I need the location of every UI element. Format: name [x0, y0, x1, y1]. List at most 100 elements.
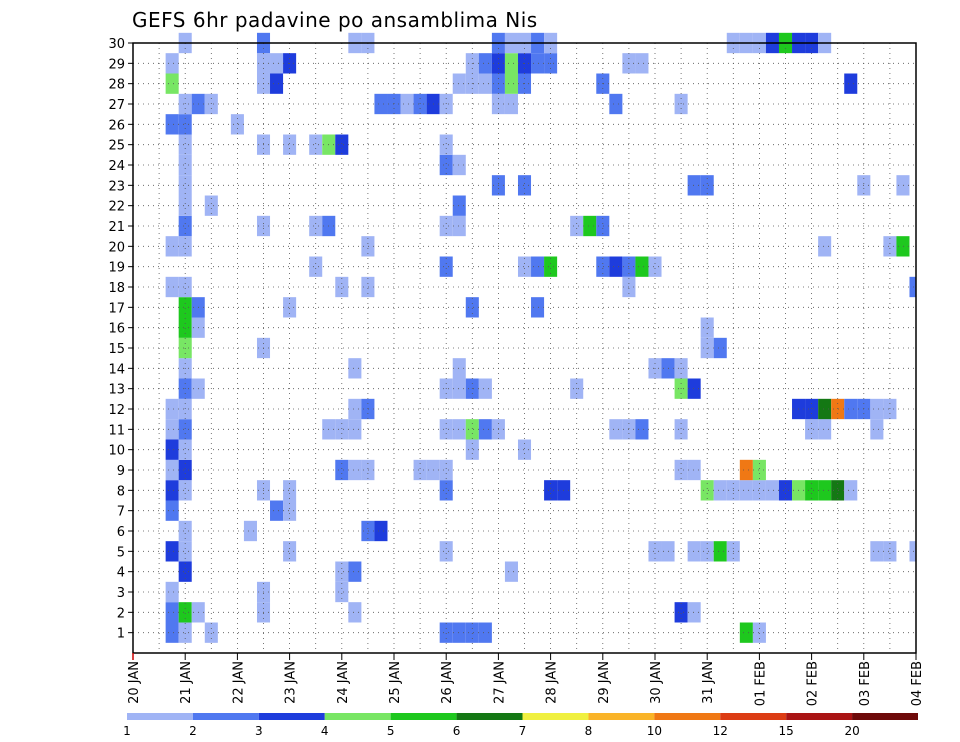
cell-mark: [465, 622, 479, 643]
cell-mark: [635, 419, 649, 440]
y-tick-label: 28: [108, 78, 125, 93]
y-tick-label: 24: [108, 159, 125, 174]
cell-mark: [335, 561, 349, 582]
cell-mark: [178, 215, 192, 237]
cell-mark: [439, 256, 453, 277]
cell-mark: [674, 459, 688, 481]
y-tick-label: 7: [117, 505, 125, 520]
cell-mark: [504, 73, 518, 94]
cell-mark: [635, 256, 649, 277]
cell-mark: [818, 236, 832, 257]
cell-mark: [465, 419, 479, 440]
cell-mark: [178, 276, 192, 298]
legend: 1 2 3 4 5 6 7 8 10 12 15 20: [123, 713, 918, 738]
cell-mark: [335, 581, 349, 603]
cell-mark: [439, 134, 453, 155]
legend-label: 12: [713, 724, 728, 738]
legend-swatch: [127, 713, 193, 720]
cell-mark: [831, 480, 845, 501]
cell-mark: [165, 439, 179, 460]
cell-mark: [478, 622, 492, 643]
cell-mark: [270, 500, 284, 521]
cell-mark: [452, 215, 466, 237]
cell-mark: [752, 480, 766, 501]
cell-mark: [178, 317, 192, 338]
legend-swatch: [852, 713, 918, 720]
cell-mark: [165, 419, 179, 440]
y-tick-label: 19: [108, 261, 125, 276]
legend-label: 2: [189, 724, 197, 738]
legend-label: 15: [779, 724, 794, 738]
cell-mark: [870, 398, 884, 420]
cell-mark: [204, 622, 218, 643]
cell-mark: [739, 622, 753, 643]
cell-mark: [452, 73, 466, 94]
cell-mark: [465, 439, 479, 460]
cell-mark: [178, 480, 192, 501]
cell-mark: [439, 215, 453, 237]
x-tick-label: 29 JAN: [597, 661, 612, 704]
cell-mark: [648, 256, 662, 277]
cell-mark: [765, 480, 779, 501]
y-tick-label: 9: [117, 464, 125, 479]
x-tick-label: 03 FEB: [858, 661, 873, 706]
cell-mark: [178, 541, 192, 562]
y-tick-label: 20: [108, 240, 125, 255]
cell-mark: [165, 73, 179, 94]
cell-mark: [178, 622, 192, 643]
legend-swatch: [522, 713, 589, 720]
y-tick-label: 14: [108, 362, 125, 377]
cell-mark: [452, 195, 466, 216]
chart-title: GEFS 6hr padavine po ansamblima Nis: [132, 8, 538, 32]
cell-mark: [361, 236, 375, 257]
cell-mark: [478, 419, 492, 440]
cell-mark: [178, 236, 192, 257]
cell-mark: [178, 195, 192, 216]
cell-mark: [478, 53, 492, 74]
y-tick-label: 17: [108, 301, 125, 316]
cell-mark: [713, 337, 727, 359]
cell-mark: [452, 622, 466, 643]
x-axis: 20 JAN 21 JAN 22 JAN 23 JAN 24 JAN 25 JAN 26 J…: [127, 653, 925, 706]
cell-mark: [165, 236, 179, 257]
cell-mark: [283, 541, 297, 562]
cell-mark: [335, 276, 349, 298]
cell-mark: [739, 480, 753, 501]
cell-mark: [504, 561, 518, 582]
y-tick-label: 6: [117, 525, 125, 540]
legend-swatch: [654, 713, 721, 720]
cell-mark: [165, 602, 179, 623]
x-tick-label: 23 JAN: [284, 661, 299, 704]
cell-mark: [165, 276, 179, 298]
cell-mark: [165, 480, 179, 501]
legend-swatch: [786, 713, 853, 720]
y-tick-label: 13: [108, 383, 125, 398]
legend-swatch: [258, 713, 325, 720]
cell-mark: [544, 480, 558, 501]
y-tick-label: 27: [108, 98, 125, 113]
cell-mark: [896, 236, 910, 257]
cell-mark: [583, 215, 597, 237]
cell-mark: [531, 53, 545, 74]
cell-mark: [739, 459, 753, 481]
cell-mark: [309, 256, 323, 277]
cell-mark: [178, 114, 192, 135]
cell-mark: [674, 602, 688, 623]
y-tick-label: 4: [117, 566, 125, 581]
cell-mark: [752, 622, 766, 643]
cell-mark: [178, 520, 192, 542]
cell-mark: [270, 53, 284, 74]
cell-mark: [635, 53, 649, 74]
cell-mark: [465, 297, 479, 318]
legend-label: 1: [123, 724, 131, 738]
cell-mark: [309, 134, 323, 155]
cell-mark: [478, 378, 492, 399]
cell-mark: [870, 419, 884, 440]
cell-mark: [348, 419, 362, 440]
cell-mark: [687, 175, 701, 196]
x-tick-label: 20 JAN: [127, 661, 142, 704]
cell-mark: [283, 500, 297, 521]
cell-mark: [700, 175, 714, 196]
cell-mark: [439, 154, 453, 176]
